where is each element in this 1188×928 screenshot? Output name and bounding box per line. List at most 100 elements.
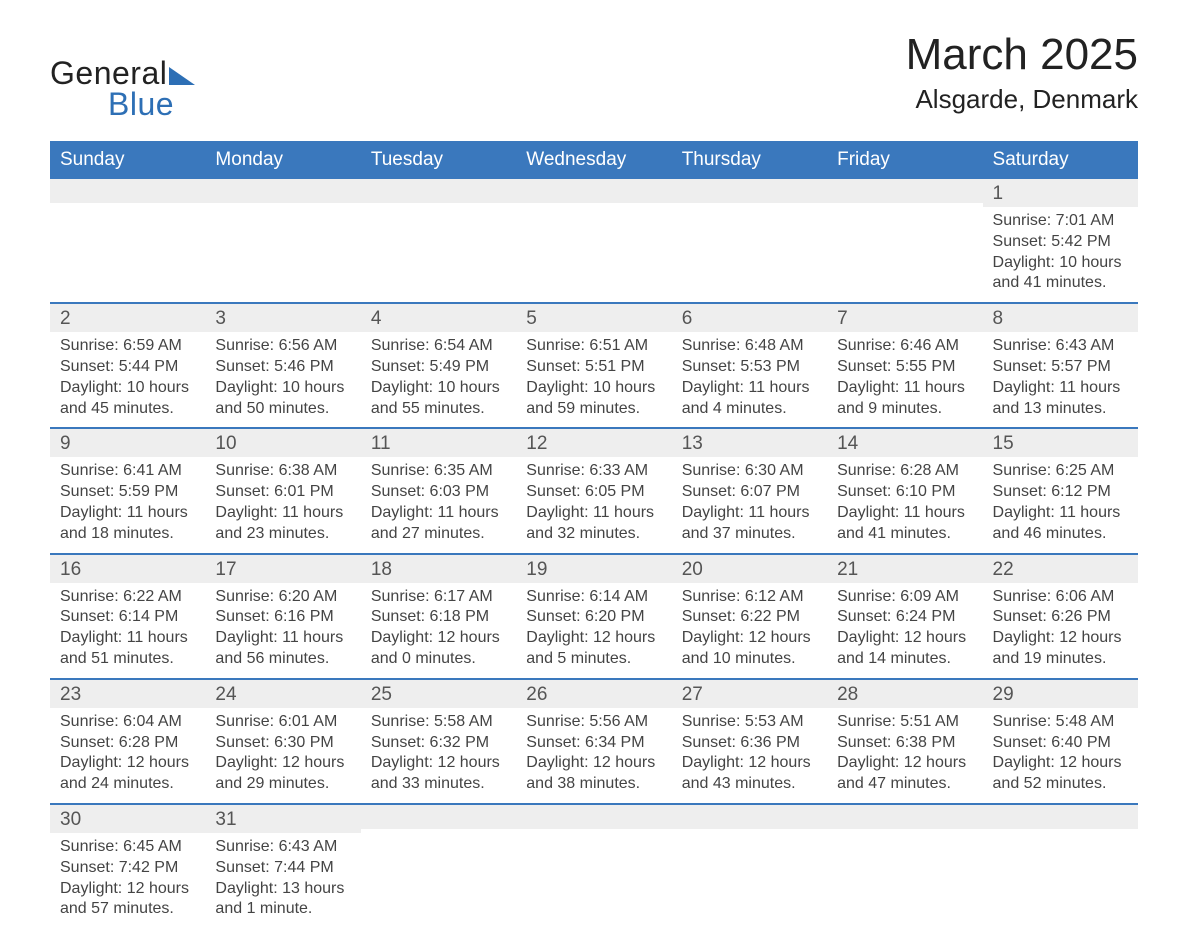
day-detail-day1: Daylight: 12 hours [526, 628, 661, 649]
day-detail-day2: and 18 minutes. [60, 524, 195, 545]
day-details: Sunrise: 6:56 AMSunset: 5:46 PMDaylight:… [205, 332, 360, 427]
day-details: Sunrise: 6:17 AMSunset: 6:18 PMDaylight:… [361, 583, 516, 678]
day-detail-day1: Daylight: 11 hours [837, 503, 972, 524]
day-detail-sunrise: Sunrise: 6:09 AM [837, 587, 972, 608]
day-details: Sunrise: 6:51 AMSunset: 5:51 PMDaylight:… [516, 332, 671, 427]
day-detail-day1: Daylight: 11 hours [993, 378, 1128, 399]
day-detail-sunset: Sunset: 5:44 PM [60, 357, 195, 378]
day-detail-sunset: Sunset: 6:05 PM [526, 482, 661, 503]
day-detail-day1: Daylight: 10 hours [526, 378, 661, 399]
day-detail-sunset: Sunset: 6:32 PM [371, 733, 506, 754]
day-number: 28 [827, 680, 982, 708]
day-details: Sunrise: 6:12 AMSunset: 6:22 PMDaylight:… [672, 583, 827, 678]
day-details: Sunrise: 5:48 AMSunset: 6:40 PMDaylight:… [983, 708, 1138, 803]
day-detail-day2: and 55 minutes. [371, 399, 506, 420]
day-number [205, 179, 360, 203]
day-details [361, 203, 516, 287]
day-number: 17 [205, 555, 360, 583]
calendar-cell: 22Sunrise: 6:06 AMSunset: 6:26 PMDayligh… [983, 554, 1138, 679]
day-detail-sunset: Sunset: 5:49 PM [371, 357, 506, 378]
day-details [672, 829, 827, 913]
brand-logo: General Blue [50, 30, 195, 123]
day-header: Wednesday [516, 141, 671, 179]
day-detail-day2: and 19 minutes. [993, 649, 1128, 670]
calendar-cell: 2Sunrise: 6:59 AMSunset: 5:44 PMDaylight… [50, 303, 205, 428]
day-detail-sunrise: Sunrise: 6:12 AM [682, 587, 817, 608]
day-number: 24 [205, 680, 360, 708]
day-details: Sunrise: 5:56 AMSunset: 6:34 PMDaylight:… [516, 708, 671, 803]
day-detail-day1: Daylight: 11 hours [215, 628, 350, 649]
calendar-cell: 1Sunrise: 7:01 AMSunset: 5:42 PMDaylight… [983, 179, 1138, 303]
day-detail-day2: and 24 minutes. [60, 774, 195, 795]
day-details: Sunrise: 6:25 AMSunset: 6:12 PMDaylight:… [983, 457, 1138, 552]
day-number: 30 [50, 805, 205, 833]
day-detail-day2: and 46 minutes. [993, 524, 1128, 545]
day-detail-day1: Daylight: 12 hours [682, 628, 817, 649]
day-detail-sunset: Sunset: 5:55 PM [837, 357, 972, 378]
day-detail-day1: Daylight: 11 hours [682, 503, 817, 524]
calendar-cell: 9Sunrise: 6:41 AMSunset: 5:59 PMDaylight… [50, 428, 205, 553]
day-number [361, 179, 516, 203]
calendar-cell: 7Sunrise: 6:46 AMSunset: 5:55 PMDaylight… [827, 303, 982, 428]
calendar-cell: 17Sunrise: 6:20 AMSunset: 6:16 PMDayligh… [205, 554, 360, 679]
day-detail-sunset: Sunset: 5:51 PM [526, 357, 661, 378]
calendar-cell: 5Sunrise: 6:51 AMSunset: 5:51 PMDaylight… [516, 303, 671, 428]
day-detail-sunset: Sunset: 6:20 PM [526, 607, 661, 628]
day-number: 16 [50, 555, 205, 583]
day-number: 4 [361, 304, 516, 332]
calendar-cell: 13Sunrise: 6:30 AMSunset: 6:07 PMDayligh… [672, 428, 827, 553]
day-number: 11 [361, 429, 516, 457]
day-detail-sunrise: Sunrise: 6:20 AM [215, 587, 350, 608]
day-number: 31 [205, 805, 360, 833]
calendar-cell [516, 804, 671, 928]
calendar-cell: 8Sunrise: 6:43 AMSunset: 5:57 PMDaylight… [983, 303, 1138, 428]
day-details [827, 829, 982, 913]
day-detail-day1: Daylight: 12 hours [60, 753, 195, 774]
day-detail-day2: and 0 minutes. [371, 649, 506, 670]
day-detail-sunset: Sunset: 6:24 PM [837, 607, 972, 628]
day-details [205, 203, 360, 287]
day-details: Sunrise: 6:54 AMSunset: 5:49 PMDaylight:… [361, 332, 516, 427]
day-details [516, 829, 671, 913]
day-details: Sunrise: 6:30 AMSunset: 6:07 PMDaylight:… [672, 457, 827, 552]
day-detail-day2: and 52 minutes. [993, 774, 1128, 795]
day-details: Sunrise: 6:38 AMSunset: 6:01 PMDaylight:… [205, 457, 360, 552]
day-number: 9 [50, 429, 205, 457]
day-number: 19 [516, 555, 671, 583]
day-detail-sunrise: Sunrise: 6:25 AM [993, 461, 1128, 482]
day-details: Sunrise: 6:14 AMSunset: 6:20 PMDaylight:… [516, 583, 671, 678]
day-detail-day1: Daylight: 11 hours [682, 378, 817, 399]
day-details: Sunrise: 6:48 AMSunset: 5:53 PMDaylight:… [672, 332, 827, 427]
calendar-week: 23Sunrise: 6:04 AMSunset: 6:28 PMDayligh… [50, 679, 1138, 804]
calendar-cell: 19Sunrise: 6:14 AMSunset: 6:20 PMDayligh… [516, 554, 671, 679]
day-detail-sunset: Sunset: 6:03 PM [371, 482, 506, 503]
day-details [672, 203, 827, 287]
logo-text-blue: Blue [108, 86, 195, 123]
calendar-cell: 18Sunrise: 6:17 AMSunset: 6:18 PMDayligh… [361, 554, 516, 679]
day-details: Sunrise: 6:22 AMSunset: 6:14 PMDaylight:… [50, 583, 205, 678]
day-detail-sunrise: Sunrise: 6:43 AM [993, 336, 1128, 357]
day-detail-sunset: Sunset: 6:38 PM [837, 733, 972, 754]
day-details: Sunrise: 7:01 AMSunset: 5:42 PMDaylight:… [983, 207, 1138, 302]
day-detail-day2: and 9 minutes. [837, 399, 972, 420]
day-number [50, 179, 205, 203]
day-detail-day2: and 50 minutes. [215, 399, 350, 420]
day-detail-day1: Daylight: 10 hours [993, 253, 1128, 274]
day-number: 20 [672, 555, 827, 583]
calendar-cell: 31Sunrise: 6:43 AMSunset: 7:44 PMDayligh… [205, 804, 360, 928]
day-number: 18 [361, 555, 516, 583]
day-detail-sunrise: Sunrise: 6:01 AM [215, 712, 350, 733]
day-details: Sunrise: 6:06 AMSunset: 6:26 PMDaylight:… [983, 583, 1138, 678]
day-detail-sunrise: Sunrise: 6:51 AM [526, 336, 661, 357]
day-number: 1 [983, 179, 1138, 207]
day-detail-sunset: Sunset: 6:40 PM [993, 733, 1128, 754]
day-details: Sunrise: 6:04 AMSunset: 6:28 PMDaylight:… [50, 708, 205, 803]
title-area: March 2025 Alsgarde, Denmark [906, 30, 1138, 115]
day-detail-day1: Daylight: 10 hours [215, 378, 350, 399]
calendar-cell [361, 804, 516, 928]
day-detail-sunset: Sunset: 6:07 PM [682, 482, 817, 503]
calendar-cell: 14Sunrise: 6:28 AMSunset: 6:10 PMDayligh… [827, 428, 982, 553]
calendar-cell: 28Sunrise: 5:51 AMSunset: 6:38 PMDayligh… [827, 679, 982, 804]
day-detail-day1: Daylight: 12 hours [993, 753, 1128, 774]
calendar-cell [827, 804, 982, 928]
